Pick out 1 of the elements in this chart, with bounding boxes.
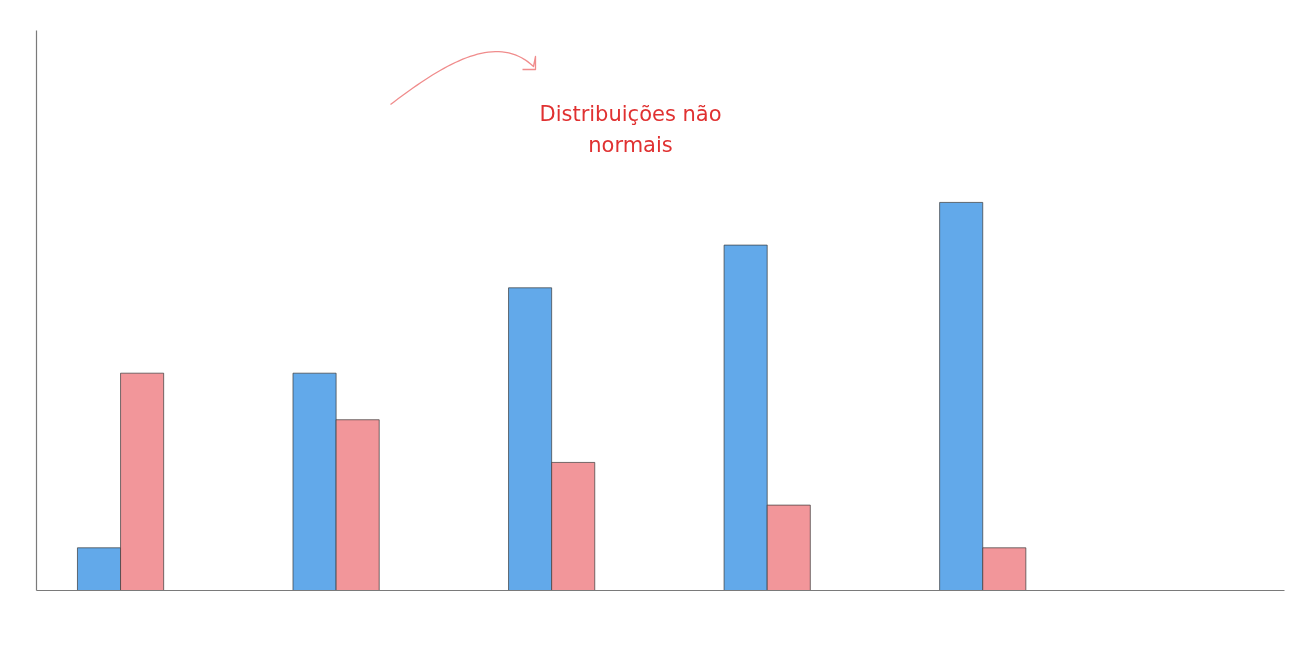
text: Distribuições não normais: [539, 101, 722, 157]
